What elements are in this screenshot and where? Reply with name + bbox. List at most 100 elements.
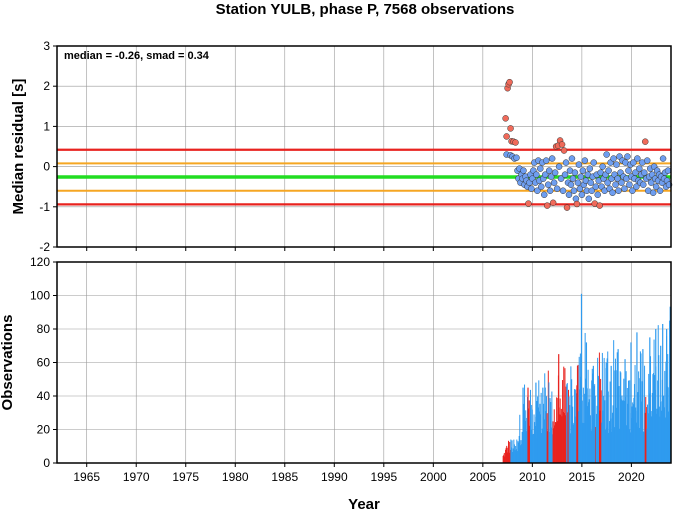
- inlier-point: [578, 191, 586, 198]
- residual-y-tick-label: -1: [39, 200, 50, 214]
- observation-bar: [667, 411, 669, 463]
- observation-bar: [665, 361, 667, 463]
- observation-bar: [543, 403, 545, 463]
- inlier-point: [561, 171, 569, 178]
- inlier-point: [599, 163, 606, 170]
- peak-bar: [669, 320, 671, 463]
- year-tick-label: 2000: [420, 470, 447, 484]
- observation-bar: [650, 411, 652, 463]
- observation-bar: [573, 389, 575, 463]
- observation-bar: [596, 405, 598, 463]
- observation-bar: [579, 389, 581, 463]
- observations-y-tick-label: 40: [37, 389, 51, 403]
- observation-bar: [550, 427, 552, 463]
- observation-bar: [531, 404, 533, 463]
- observation-bar: [579, 353, 581, 463]
- observation-bar: [525, 417, 527, 463]
- outlier-point: [549, 199, 557, 207]
- observation-bar: [622, 400, 624, 463]
- observation-bar: [601, 352, 603, 463]
- flagged-bar: [595, 426, 597, 463]
- inlier-point: [664, 167, 672, 174]
- observation-bar: [640, 353, 642, 463]
- observation-bar: [551, 391, 553, 463]
- observation-bar: [658, 406, 660, 463]
- inlier-point: [618, 179, 625, 186]
- observation-bar: [659, 416, 661, 463]
- inlier-point: [588, 187, 596, 194]
- inlier-point: [545, 167, 553, 174]
- inlier-point: [579, 167, 587, 174]
- flagged-bar: [576, 385, 578, 463]
- observation-bar: [587, 406, 589, 463]
- observation-bar: [657, 325, 659, 463]
- flagged-bar: [529, 425, 531, 463]
- observation-bar: [654, 375, 656, 463]
- peak-bar: [542, 387, 544, 463]
- observation-bar: [623, 400, 625, 463]
- inlier-point: [625, 167, 632, 174]
- flagged-bar: [644, 412, 646, 463]
- observation-bar: [537, 396, 539, 463]
- flagged-bar: [547, 370, 549, 463]
- observation-bar: [510, 447, 512, 463]
- observation-bar: [521, 444, 523, 463]
- outlier-point: [543, 202, 551, 209]
- observation-bar: [601, 422, 603, 463]
- observation-bar: [667, 354, 669, 463]
- observation-bar: [604, 429, 606, 463]
- residual-y-tick-label: 2: [43, 79, 50, 93]
- inlier-point: [604, 179, 611, 186]
- observation-bar: [583, 422, 585, 463]
- flagged-bar: [547, 431, 549, 463]
- flagged-bar: [503, 452, 505, 463]
- flagged-bar: [560, 408, 562, 463]
- flagged-bar: [554, 422, 556, 463]
- stats-annotation: median = -0.26, smad = 0.34: [64, 50, 210, 62]
- inlier-point: [630, 159, 637, 166]
- observation-bar: [572, 424, 574, 463]
- observation-bar: [545, 411, 547, 463]
- observation-bar: [607, 391, 609, 463]
- observation-bar: [632, 402, 634, 463]
- observation-bar: [628, 429, 630, 463]
- inlier-point: [540, 191, 548, 198]
- observations-bars: [502, 293, 672, 463]
- observation-bar: [663, 395, 665, 463]
- flagged-bar: [509, 441, 511, 463]
- residual-panel: -2 -1 0 1 2 3 median = -0.26, smad = 0.34 Med…: [10, 39, 673, 254]
- inlier-point: [626, 181, 633, 188]
- inlier-point: [659, 155, 667, 162]
- peak-bar: [576, 365, 579, 463]
- peak-bar: [666, 329, 668, 463]
- inlier-point: [605, 167, 612, 174]
- year-tick-label: 1990: [321, 470, 348, 484]
- inlier-point: [624, 153, 631, 160]
- peak-bar: [636, 332, 638, 463]
- inlier-point: [636, 165, 643, 172]
- peak-bar: [592, 365, 594, 463]
- inlier-point: [542, 157, 550, 164]
- inlier-point: [562, 159, 570, 166]
- observation-bar: [532, 434, 534, 463]
- flagged-bar: [528, 400, 530, 463]
- chart-title: Station YULB, phase P, 7568 observations: [216, 1, 515, 18]
- inlier-point: [634, 155, 641, 162]
- observation-bar: [591, 368, 593, 463]
- inlier-point: [614, 175, 621, 182]
- flagged-bar: [506, 445, 508, 463]
- observation-bar: [618, 386, 620, 463]
- observation-bar: [643, 431, 645, 463]
- observation-bar: [513, 439, 515, 463]
- observation-bar: [546, 396, 548, 463]
- year-tick-label: 1975: [172, 470, 199, 484]
- inlier-point: [649, 189, 657, 196]
- inlier-point: [585, 195, 593, 203]
- outlier-point: [596, 202, 603, 209]
- observations-y-ticks: 0 20 40 60 80 100 120: [30, 255, 57, 470]
- inlier-point: [544, 181, 552, 188]
- inlier-point: [520, 167, 527, 174]
- inlier-point: [528, 185, 535, 192]
- observation-bar: [534, 425, 536, 463]
